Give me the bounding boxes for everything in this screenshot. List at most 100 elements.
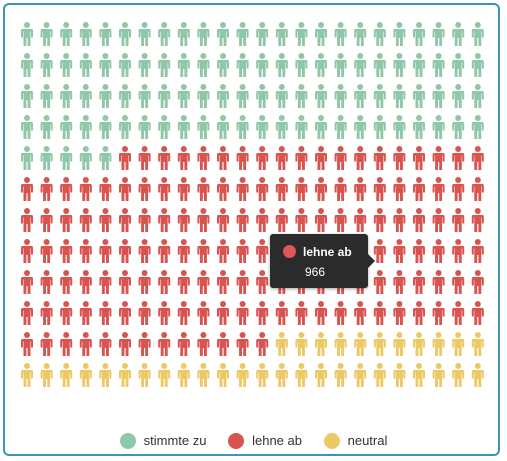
person-icon-lehne-ab[interactable] (99, 208, 112, 232)
person-icon-lehne-ab[interactable] (197, 239, 210, 263)
person-icon-lehne-ab[interactable] (99, 301, 112, 325)
person-icon-lehne-ab[interactable] (393, 177, 406, 201)
person-icon-stimmte-zu[interactable] (40, 146, 53, 170)
person-icon-lehne-ab[interactable] (452, 177, 465, 201)
person-icon-lehne-ab[interactable] (217, 301, 229, 325)
person-icon-lehne-ab[interactable] (79, 239, 92, 263)
person-icon-stimmte-zu[interactable] (236, 53, 249, 77)
person-icon-stimmte-zu[interactable] (79, 84, 92, 108)
person-icon-lehne-ab[interactable] (60, 270, 73, 294)
person-icon-lehne-ab[interactable] (79, 301, 92, 325)
person-icon-lehne-ab[interactable] (138, 146, 151, 170)
person-icon-lehne-ab[interactable] (432, 146, 445, 170)
person-icon-stimmte-zu[interactable] (138, 53, 151, 77)
person-icon-stimmte-zu[interactable] (40, 84, 53, 108)
person-icon-neutral[interactable] (158, 363, 171, 387)
person-icon-lehne-ab[interactable] (197, 270, 210, 294)
person-icon-stimmte-zu[interactable] (354, 53, 367, 77)
person-icon-lehne-ab[interactable] (236, 177, 249, 201)
person-icon-stimmte-zu[interactable] (413, 115, 425, 139)
person-icon-stimmte-zu[interactable] (373, 22, 386, 46)
legend-item-lehne-ab[interactable]: lehne ab (228, 432, 302, 449)
person-icon-stimmte-zu[interactable] (275, 84, 288, 108)
person-icon-lehne-ab[interactable] (119, 146, 131, 170)
person-icon-lehne-ab[interactable] (373, 177, 386, 201)
person-icon-neutral[interactable] (354, 332, 367, 356)
person-icon-stimmte-zu[interactable] (295, 115, 308, 139)
person-icon-lehne-ab[interactable] (60, 301, 73, 325)
person-icon-lehne-ab[interactable] (177, 177, 190, 201)
person-icon-lehne-ab[interactable] (158, 301, 171, 325)
person-icon-lehne-ab[interactable] (471, 146, 484, 170)
person-icon-lehne-ab[interactable] (334, 301, 347, 325)
person-icon-lehne-ab[interactable] (40, 301, 53, 325)
person-icon-neutral[interactable] (236, 363, 249, 387)
person-icon-lehne-ab[interactable] (21, 177, 33, 201)
person-icon-lehne-ab[interactable] (471, 270, 484, 294)
person-icon-stimmte-zu[interactable] (256, 115, 269, 139)
person-icon-lehne-ab[interactable] (452, 146, 465, 170)
person-icon-neutral[interactable] (275, 332, 288, 356)
person-icon-stimmte-zu[interactable] (432, 84, 445, 108)
person-icon-stimmte-zu[interactable] (315, 84, 327, 108)
person-icon-lehne-ab[interactable] (413, 177, 425, 201)
person-icon-lehne-ab[interactable] (236, 301, 249, 325)
person-icon-lehne-ab[interactable] (471, 177, 484, 201)
person-icon-lehne-ab[interactable] (119, 332, 131, 356)
person-icon-stimmte-zu[interactable] (334, 53, 347, 77)
person-icon-stimmte-zu[interactable] (158, 115, 171, 139)
person-icon-lehne-ab[interactable] (413, 146, 425, 170)
person-icon-stimmte-zu[interactable] (177, 53, 190, 77)
person-icon-lehne-ab[interactable] (315, 301, 327, 325)
person-icon-stimmte-zu[interactable] (471, 53, 484, 77)
person-icon-lehne-ab[interactable] (21, 332, 33, 356)
person-icon-lehne-ab[interactable] (158, 239, 171, 263)
person-icon-stimmte-zu[interactable] (413, 53, 425, 77)
person-icon-stimmte-zu[interactable] (138, 84, 151, 108)
person-icon-stimmte-zu[interactable] (177, 115, 190, 139)
person-icon-lehne-ab[interactable] (119, 270, 131, 294)
person-icon-lehne-ab[interactable] (79, 332, 92, 356)
person-icon-neutral[interactable] (40, 363, 53, 387)
person-icon-stimmte-zu[interactable] (413, 84, 425, 108)
person-icon-neutral[interactable] (256, 363, 269, 387)
person-icon-neutral[interactable] (79, 363, 92, 387)
person-icon-stimmte-zu[interactable] (393, 115, 406, 139)
person-icon-lehne-ab[interactable] (236, 208, 249, 232)
person-icon-lehne-ab[interactable] (177, 146, 190, 170)
person-icon-stimmte-zu[interactable] (40, 22, 53, 46)
person-icon-lehne-ab[interactable] (158, 177, 171, 201)
person-icon-lehne-ab[interactable] (79, 270, 92, 294)
person-icon-neutral[interactable] (334, 363, 347, 387)
person-icon-lehne-ab[interactable] (432, 239, 445, 263)
person-icon-stimmte-zu[interactable] (158, 84, 171, 108)
person-icon-neutral[interactable] (21, 363, 33, 387)
person-icon-stimmte-zu[interactable] (217, 22, 229, 46)
person-icon-stimmte-zu[interactable] (119, 22, 131, 46)
person-icon-lehne-ab[interactable] (217, 146, 229, 170)
person-icon-lehne-ab[interactable] (217, 239, 229, 263)
person-icon-neutral[interactable] (432, 332, 445, 356)
person-icon-lehne-ab[interactable] (138, 208, 151, 232)
person-icon-lehne-ab[interactable] (158, 208, 171, 232)
person-icon-stimmte-zu[interactable] (60, 146, 73, 170)
person-icon-lehne-ab[interactable] (452, 239, 465, 263)
person-icon-neutral[interactable] (60, 363, 73, 387)
person-icon-stimmte-zu[interactable] (21, 84, 33, 108)
person-icon-lehne-ab[interactable] (393, 301, 406, 325)
person-icon-lehne-ab[interactable] (354, 208, 367, 232)
person-icon-stimmte-zu[interactable] (217, 115, 229, 139)
person-icon-lehne-ab[interactable] (21, 239, 33, 263)
person-icon-stimmte-zu[interactable] (471, 115, 484, 139)
person-icon-stimmte-zu[interactable] (177, 22, 190, 46)
person-icon-lehne-ab[interactable] (413, 239, 425, 263)
person-icon-stimmte-zu[interactable] (40, 53, 53, 77)
person-icon-stimmte-zu[interactable] (373, 84, 386, 108)
person-icon-stimmte-zu[interactable] (21, 22, 33, 46)
person-icon-stimmte-zu[interactable] (60, 84, 73, 108)
person-icon-stimmte-zu[interactable] (373, 115, 386, 139)
person-icon-stimmte-zu[interactable] (119, 84, 131, 108)
person-icon-stimmte-zu[interactable] (334, 115, 347, 139)
person-icon-stimmte-zu[interactable] (452, 84, 465, 108)
person-icon-stimmte-zu[interactable] (217, 84, 229, 108)
